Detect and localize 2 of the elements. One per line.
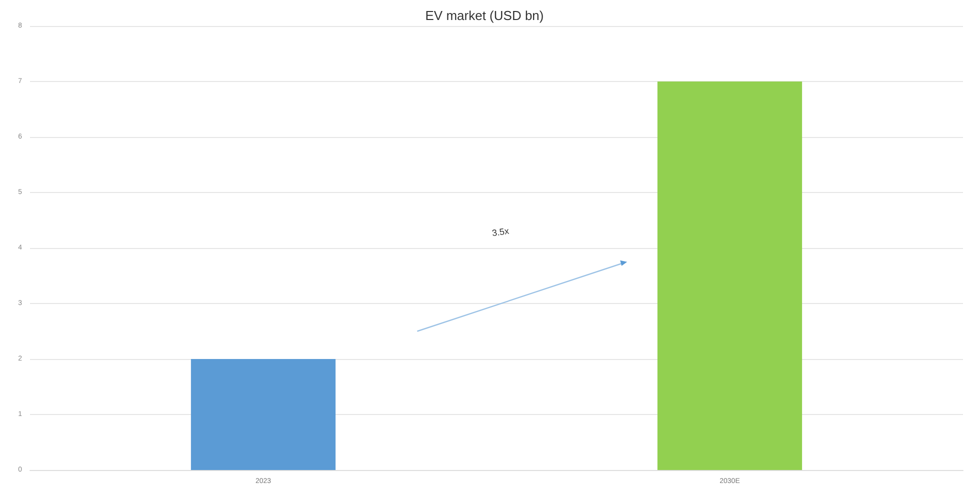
chart-title: EV market (USD bn): [425, 8, 544, 23]
annotation: 3.5x: [492, 226, 510, 238]
